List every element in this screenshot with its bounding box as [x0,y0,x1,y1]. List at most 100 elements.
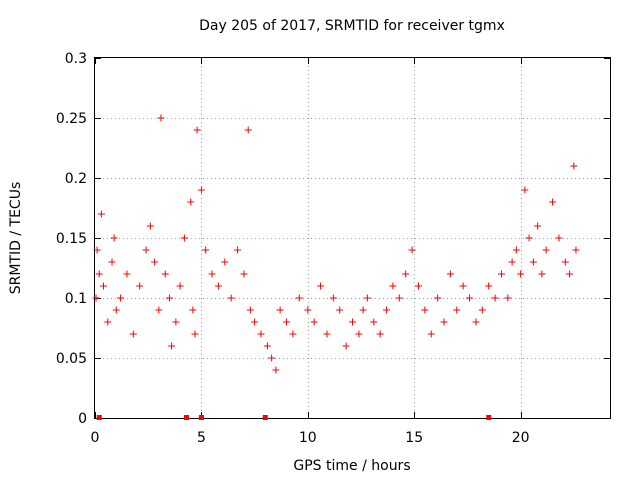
data-point [529,258,537,266]
data-point [112,306,120,314]
y-tick-label: 0.3 [65,51,87,67]
data-point [561,258,569,266]
data-point [214,282,222,290]
zero-marker [96,415,102,420]
data-point [504,294,512,302]
data-point [355,330,363,338]
zero-markers [96,415,492,420]
data-point [117,294,125,302]
data-point [517,270,525,278]
data-point [323,330,331,338]
data-point [512,246,520,254]
data-point [538,270,546,278]
data-point [123,270,131,278]
x-tick-label: 20 [512,430,530,446]
data-point [359,306,367,314]
grid-lines [95,58,610,418]
data-point [246,306,254,314]
data-point [570,162,578,170]
data-point [466,294,474,302]
data-point [221,258,229,266]
data-point [104,318,112,326]
data-point [234,246,242,254]
data-point [151,258,159,266]
data-point [161,270,169,278]
data-point [534,222,542,230]
data-point [251,318,259,326]
data-point [370,318,378,326]
data-point [168,342,176,350]
data-point [446,270,454,278]
data-point [555,234,563,242]
data-point [472,318,480,326]
data-point [110,234,118,242]
data-point [336,306,344,314]
data-point [434,294,442,302]
y-axis-label: SRMTID / TECUs [8,182,24,295]
axis-ticks [95,58,610,419]
data-point [202,246,210,254]
plot-area-frame [94,57,611,419]
data-point [389,282,397,290]
data-point [383,306,391,314]
data-point [268,354,276,362]
data-point [146,222,154,230]
data-point [155,306,163,314]
data-point [566,270,574,278]
data-point [459,282,467,290]
data-point [108,258,116,266]
data-point [272,366,280,374]
y-tick-label: 0.15 [56,231,87,247]
data-point [92,294,100,302]
data-point [572,246,580,254]
data-point [408,246,416,254]
y-tick-label: 0 [78,411,87,427]
data-point [508,258,516,266]
data-point [289,330,297,338]
data-point [276,306,284,314]
data-point [97,210,105,218]
data-point [176,282,184,290]
data-point [402,270,410,278]
data-point [180,234,188,242]
y-tick-label: 0.2 [65,171,87,187]
x-tick-label: 10 [299,430,317,446]
x-axis-label: GPS time / hours [293,458,410,474]
data-point [349,318,356,326]
data-point [491,294,499,302]
data-point [304,306,312,314]
data-point [263,342,271,350]
data-point [497,270,505,278]
data-point [317,282,325,290]
data-point [157,114,165,122]
data-point [100,282,108,290]
data-point [342,342,350,350]
data-point [549,198,557,206]
data-point [376,330,384,338]
data-point [542,246,550,254]
data-point [165,294,173,302]
data-point [453,306,461,314]
data-point [329,294,337,302]
data-point [521,186,529,194]
data-point [197,186,205,194]
data-point [395,294,403,302]
y-tick-label: 0.25 [56,111,87,127]
zero-marker [184,415,190,420]
zero-marker [262,415,268,420]
data-point [478,306,486,314]
data-point [187,198,195,206]
y-tick-label: 0.1 [65,291,87,307]
zero-marker [486,415,492,420]
data-point [191,330,199,338]
data-point [485,282,493,290]
zero-marker [198,415,204,420]
chart-title: Day 205 of 2017, SRMTID for receiver tgm… [199,18,505,34]
data-points [92,114,580,374]
data-point [227,294,235,302]
y-tick-label: 0.05 [56,351,87,367]
data-point [421,306,429,314]
data-point [257,330,265,338]
data-point [95,270,103,278]
